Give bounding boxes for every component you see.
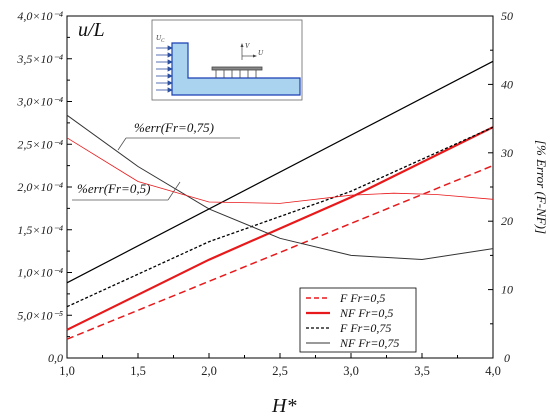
y2-tick-label-5: 50 [501,9,513,23]
inset-label-uc: UC [156,34,165,44]
legend-label-1: NF Fr=0,5 [339,306,393,320]
legend-label-0: F Fr=0,5 [339,291,385,305]
y-tick-label-5: 2,5×10⁻⁴ [17,137,63,151]
y2-tick-label-3: 30 [500,146,513,160]
inset-sketch: UC V U [151,19,303,101]
axis-ticks [66,15,494,359]
y-tick-label-7: 3,5×10⁻⁴ [16,52,63,66]
series-line-4 [66,60,494,284]
inset-v-arrowhead [240,43,244,47]
y-axis-label: u/L [78,19,105,41]
y2-tick-label-2: 20 [501,214,513,228]
y-tick-label-8: 4,0×10⁻⁴ [17,9,63,23]
series-line-5 [66,137,494,204]
inset-u-arrowhead [253,54,257,58]
legend-box [299,287,417,353]
inset-label-v: V [245,42,250,50]
x-tick-label-0: 1,0 [59,364,75,378]
y-tick-labels: 0,0 5,0×10⁻⁵ 1,0×10⁻⁴ 1,5×10⁻⁴ 2,0×10⁻⁴ 2,5×1… [16,9,63,365]
series-lines [66,60,494,340]
legend-label-2: F Fr=0,75 [339,321,391,335]
annotation-err-05-text: %err(Fr=0,5) [77,181,150,196]
series-line-1 [66,126,494,331]
annotation-err-075-text: %err(Fr=0,75) [134,120,214,135]
y2-axis-label: [% Error (F-NF)] [534,140,549,234]
x-tick-label-4: 3,0 [343,364,359,378]
y-tick-label-3: 1,5×10⁻⁴ [17,223,63,237]
y2-tick-labels: 0 10 20 30 40 50 [500,9,513,365]
series-line-2 [66,126,494,308]
y-tick-label-1: 5,0×10⁻⁵ [17,308,63,322]
inset-bridge-deck [211,66,263,78]
y-tick-label-4: 2,0×10⁻⁴ [17,180,63,194]
x-tick-label-1: 1,5 [130,364,146,378]
x-tick-label-2: 2,0 [201,364,217,378]
legend-label-3: NF Fr=0,75 [339,336,399,350]
inset-fluid [171,42,301,96]
inset-label-u: U [258,49,264,57]
annotation-err-075: %err(Fr=0,75) [117,120,240,151]
y2-tick-label-4: 40 [501,77,513,91]
x-tick-label-5: 3,5 [414,364,430,378]
y-tick-label-0: 0,0 [48,351,63,365]
annotation-err-05: %err(Fr=0,5) [72,181,181,201]
y-tick-label-6: 3,0×10⁻⁴ [16,95,63,109]
y-tick-label-2: 1,0×10⁻⁴ [17,266,63,280]
series-line-3 [66,114,494,261]
x-tick-labels: 1,0 1,5 2,0 2,5 3,0 3,5 4,0 [59,364,501,378]
annotation-err-05-pointer [167,181,181,201]
x-tick-label-3: 2,5 [272,364,288,378]
y2-tick-label-1: 10 [501,283,513,297]
annotation-err-075-pointer [117,137,127,151]
y2-tick-label-0: 0 [504,351,510,365]
x-axis-label: H* [271,395,296,417]
inset-inflow-arrows [156,45,173,93]
legend: F Fr=0,5 NF Fr=0,5 F Fr=0,75 NF Fr=0,75 [299,287,417,353]
x-tick-label-6: 4,0 [485,364,501,378]
